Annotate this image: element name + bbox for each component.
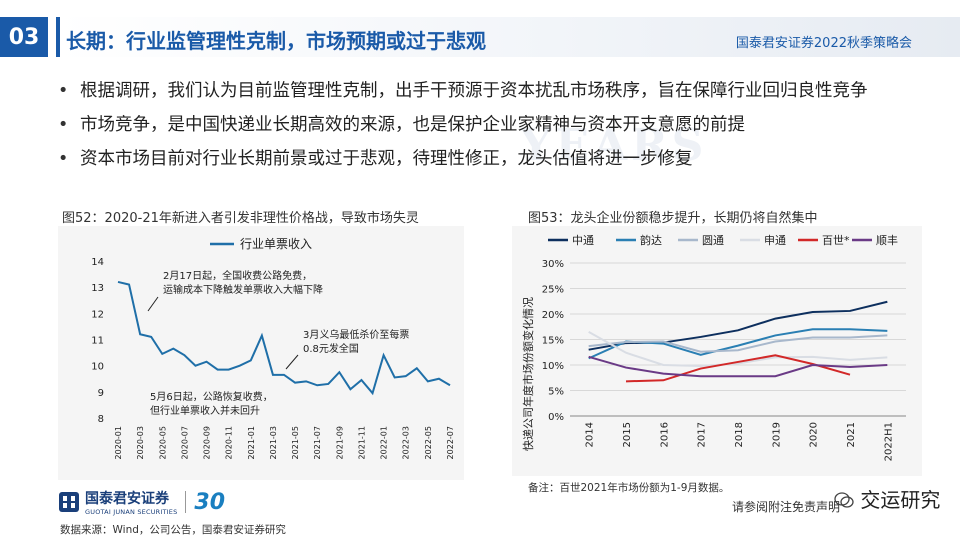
legend-label: 韵达: [640, 233, 662, 247]
wechat-icon: [834, 492, 854, 508]
bullet-item: • 市场竞争，是中国快递业长期高效的来源，也是保护企业家精神与资本开支意愿的前提: [58, 108, 868, 142]
x-tick-label: 2020-05: [158, 426, 167, 459]
annotation-text: 5月6日起，公路恢复收费，: [150, 390, 273, 403]
legend-label: 顺丰: [876, 234, 898, 247]
y-tick-label: 11: [91, 336, 104, 347]
y-tick-label: 15%: [542, 336, 564, 347]
x-tick-label: 2021-07: [313, 426, 322, 459]
x-tick-label: 2018: [734, 422, 745, 447]
x-tick-label: 2019: [771, 422, 782, 447]
x-tick-label: 2020-03: [136, 426, 145, 459]
x-tick-label: 2015: [622, 422, 633, 447]
series-line: [588, 330, 888, 368]
background-watermark-text: YEARS: [520, 120, 708, 171]
y-tick-label: 30%: [542, 259, 564, 270]
y-tick-label: 8: [98, 414, 104, 425]
bullet-item: • 根据调研，我们认为目前监管理性克制，出手干预源于资本扰乱市场秩序，旨在保障行业…: [58, 74, 868, 108]
figure53-note: 备注：百世2021年市场份额为1-9月数据。: [528, 482, 730, 494]
bullet-item: • 资本市场目前对行业长期前景或过于悲观，待理性修正，龙头估值将进一步修复: [58, 142, 868, 176]
y-tick-label: 12: [91, 309, 104, 320]
figure53-panel: 中通 韵达 圆通 申通 百世* 顺丰 0% 5% 10% 15% 20% 25% 30% 2014 20…: [512, 226, 922, 476]
x-tick-label: 2021-11: [357, 426, 366, 459]
figure52-chart: 8 9 10 11 12 13 14 2020-01 2020-03 2020-05 2020-0…: [91, 237, 455, 459]
series-line: [625, 354, 851, 383]
x-tick-label: 2022H1: [883, 422, 894, 461]
series-line: [588, 355, 888, 378]
series-line-revenue-per-parcel: [117, 280, 451, 396]
data-source: 数据来源：Wind，公司公告，国泰君安证券研究: [60, 524, 286, 536]
series-line: [588, 334, 888, 353]
y-tick-label: 13: [91, 283, 104, 294]
y-tick-label: 20%: [542, 310, 564, 321]
y-tick-label: 5%: [548, 387, 564, 398]
slide-title: 长期：行业监管理性克制，市场预期或过于悲观: [66, 29, 486, 53]
brand-logo: 国泰君安证券 GUOTAI JUNAN SECURITIES 30: [58, 488, 225, 516]
section-number: 03: [0, 17, 48, 57]
x-tick-label: 2020-11: [225, 426, 234, 459]
x-tick-label: 2021-03: [269, 426, 278, 459]
x-tick-label: 2017: [697, 422, 708, 447]
x-tick-label: 2022-07: [446, 426, 455, 459]
x-tick-label: 2021: [846, 422, 857, 447]
y-tick-label: 10%: [542, 361, 564, 372]
legend-label: 中通: [572, 234, 594, 247]
x-tick-label: 2022-05: [424, 426, 433, 459]
brand-name: 国泰君安证券: [85, 491, 169, 507]
legend-label: 圆通: [702, 234, 724, 247]
legend-label: 行业单票收入: [240, 237, 312, 251]
bullet-dot: •: [58, 115, 69, 135]
title-bar: [56, 17, 960, 57]
x-tick-label: 2021-01: [247, 426, 256, 459]
x-tick-label: 2020-09: [203, 426, 212, 459]
x-tick-label: 2022-03: [402, 426, 411, 459]
x-tick-label: 2021-05: [291, 426, 300, 459]
figure53-chart: 中通 韵达 圆通 申通 百世* 顺丰 0% 5% 10% 15% 20% 25% 30% 2014 20…: [521, 233, 906, 461]
anniversary-badge: 30: [194, 489, 226, 515]
wechat-account-label: 交运研究: [834, 484, 940, 513]
y-tick-label: 0%: [548, 412, 564, 423]
annotation-text: 3月义乌最低杀价至每票: [303, 328, 409, 341]
brand-divider: [185, 491, 187, 513]
y-tick-label: 10: [91, 362, 104, 373]
x-tick-label: 2022-01: [380, 426, 389, 459]
conference-label: 国泰君安证券2022秋季策略会: [735, 36, 912, 51]
disclaimer: 请参阅附注免责声明: [732, 500, 841, 514]
y-tick-label: 25%: [542, 285, 564, 296]
figure52-panel: 8 9 10 11 12 13 14 2020-01 2020-03 2020-05 2020-0…: [58, 226, 464, 480]
x-tick-label: 2020-01: [114, 426, 123, 459]
annotation-text: 但行业单票收入并未回升: [150, 404, 260, 417]
x-tick-label: 2016: [659, 422, 670, 447]
legend-label: 百世*: [822, 234, 850, 247]
figure53-caption: 图53：龙头企业份额稳步提升，长期仍将自然集中: [528, 211, 818, 226]
figure52-caption: 图52：2020-21年新进入者引发非理性价格战，导致市场失灵: [62, 211, 419, 226]
legend-label: 申通: [764, 234, 786, 247]
brand-emblem-icon: [59, 492, 79, 512]
bullet-dot: •: [58, 81, 69, 101]
annotation-text: 2月17日起，全国收费公路免费，: [163, 269, 312, 282]
annotation-pointer: [285, 354, 299, 370]
slide-header: 03 长期：行业监管理性克制，市场预期或过于悲观 国泰君安证券2022秋季策略会: [0, 0, 960, 80]
brand-subtitle: GUOTAI JUNAN SECURITIES: [85, 508, 178, 516]
annotation-text: 运输成本下降触发单票收入大幅下降: [163, 283, 323, 296]
x-tick-label: 2014: [585, 422, 596, 447]
x-tick-label: 2020-07: [180, 426, 189, 459]
bullet-text: 资本市场目前对行业长期前景或过于悲观，待理性修正，龙头估值将进一步修复: [80, 149, 693, 169]
bullet-dot: •: [58, 149, 69, 169]
y-tick-label: 14: [91, 257, 104, 268]
annotation-text: 0.8元发全国: [303, 342, 359, 355]
figure53-ylabel: 快递公司年度市场份额变化情况: [521, 297, 535, 451]
annotation-pointer: [147, 296, 159, 312]
x-tick-label: 2020: [809, 422, 820, 447]
x-tick-label: 2021-09: [335, 426, 344, 459]
bullet-text: 市场竞争，是中国快递业长期高效的来源，也是保护企业家精神与资本开支意愿的前提: [80, 115, 745, 135]
bullet-text: 根据调研，我们认为目前监管理性克制，出手干预源于资本扰乱市场秩序，旨在保障行业回…: [80, 81, 868, 101]
y-tick-label: 9: [98, 388, 104, 399]
title-accent: [56, 17, 60, 57]
bullet-list: • 根据调研，我们认为目前监管理性克制，出手干预源于资本扰乱市场秩序，旨在保障行业…: [58, 74, 868, 176]
wechat-account-name: 交运研究: [860, 488, 941, 512]
